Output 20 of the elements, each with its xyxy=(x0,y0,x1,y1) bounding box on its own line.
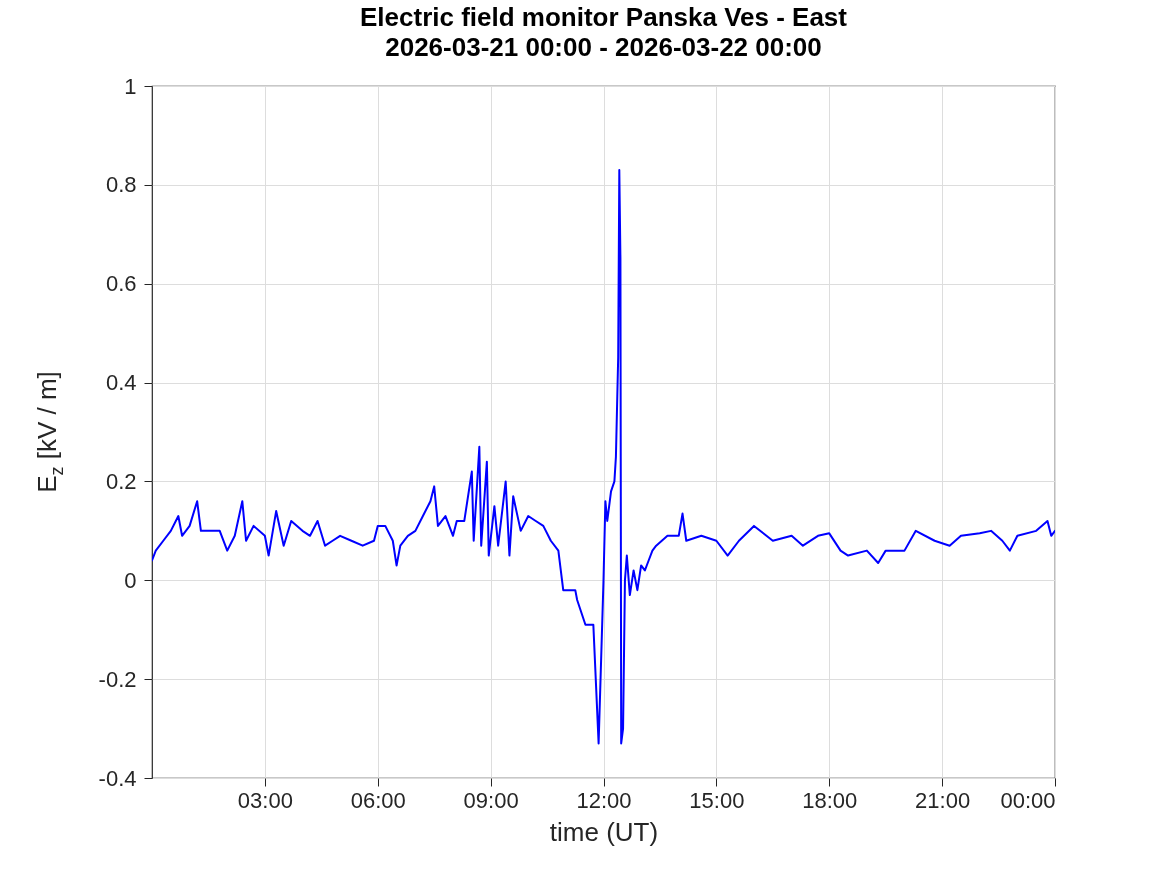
y-tick-label: 0.6 xyxy=(105,271,137,297)
y-tick-label: 0 xyxy=(124,567,137,593)
x-axis-title: time (UT) xyxy=(549,816,659,847)
y-tick-label: 0.4 xyxy=(105,370,137,396)
x-tick-label: 03:00 xyxy=(237,787,293,813)
x-tick-label: 21:00 xyxy=(915,787,971,813)
y-tick-label: -0.4 xyxy=(98,765,137,791)
y-tick-label: -0.2 xyxy=(98,666,137,692)
x-tick-label: 12:00 xyxy=(576,787,632,813)
x-tick-label: 00:00 xyxy=(1000,787,1056,813)
chart-subtitle: 2026-03-21 00:00 - 2026-03-22 00:00 xyxy=(385,32,822,62)
y-tick-label: 0.2 xyxy=(105,468,137,494)
y-tick-label: 0.8 xyxy=(105,172,137,198)
x-tick-label: 15:00 xyxy=(689,787,745,813)
chart-title: Electric field monitor Panska Ves - East xyxy=(360,2,848,32)
x-tick-label: 18:00 xyxy=(802,787,858,813)
y-tick-label: 1 xyxy=(124,73,137,99)
line-series xyxy=(152,169,1055,745)
x-tick-label: 09:00 xyxy=(463,787,519,813)
x-tick-label: 06:00 xyxy=(350,787,406,813)
